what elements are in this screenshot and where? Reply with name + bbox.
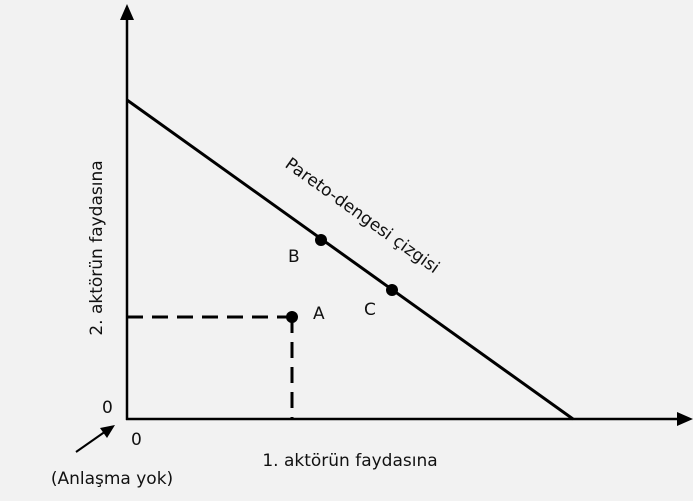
point-c xyxy=(386,284,398,296)
note: (Anlaşma yok) xyxy=(51,469,173,489)
point-a xyxy=(286,311,298,323)
point-b xyxy=(315,234,327,246)
label-b: B xyxy=(288,247,300,267)
x-origin: 0 xyxy=(131,430,142,450)
note-arrowhead xyxy=(100,425,115,438)
y-arrow xyxy=(120,4,134,20)
note-arrow xyxy=(75,430,107,453)
x-axis-label: 1. aktörün faydasına xyxy=(262,451,437,471)
y-origin: 0 xyxy=(102,398,113,418)
y-axis-label: 2. aktörün faydasına xyxy=(87,160,107,335)
x-arrow xyxy=(677,412,693,426)
label-c: C xyxy=(364,300,376,320)
pareto-line xyxy=(126,98,574,421)
label-a: A xyxy=(313,304,325,324)
